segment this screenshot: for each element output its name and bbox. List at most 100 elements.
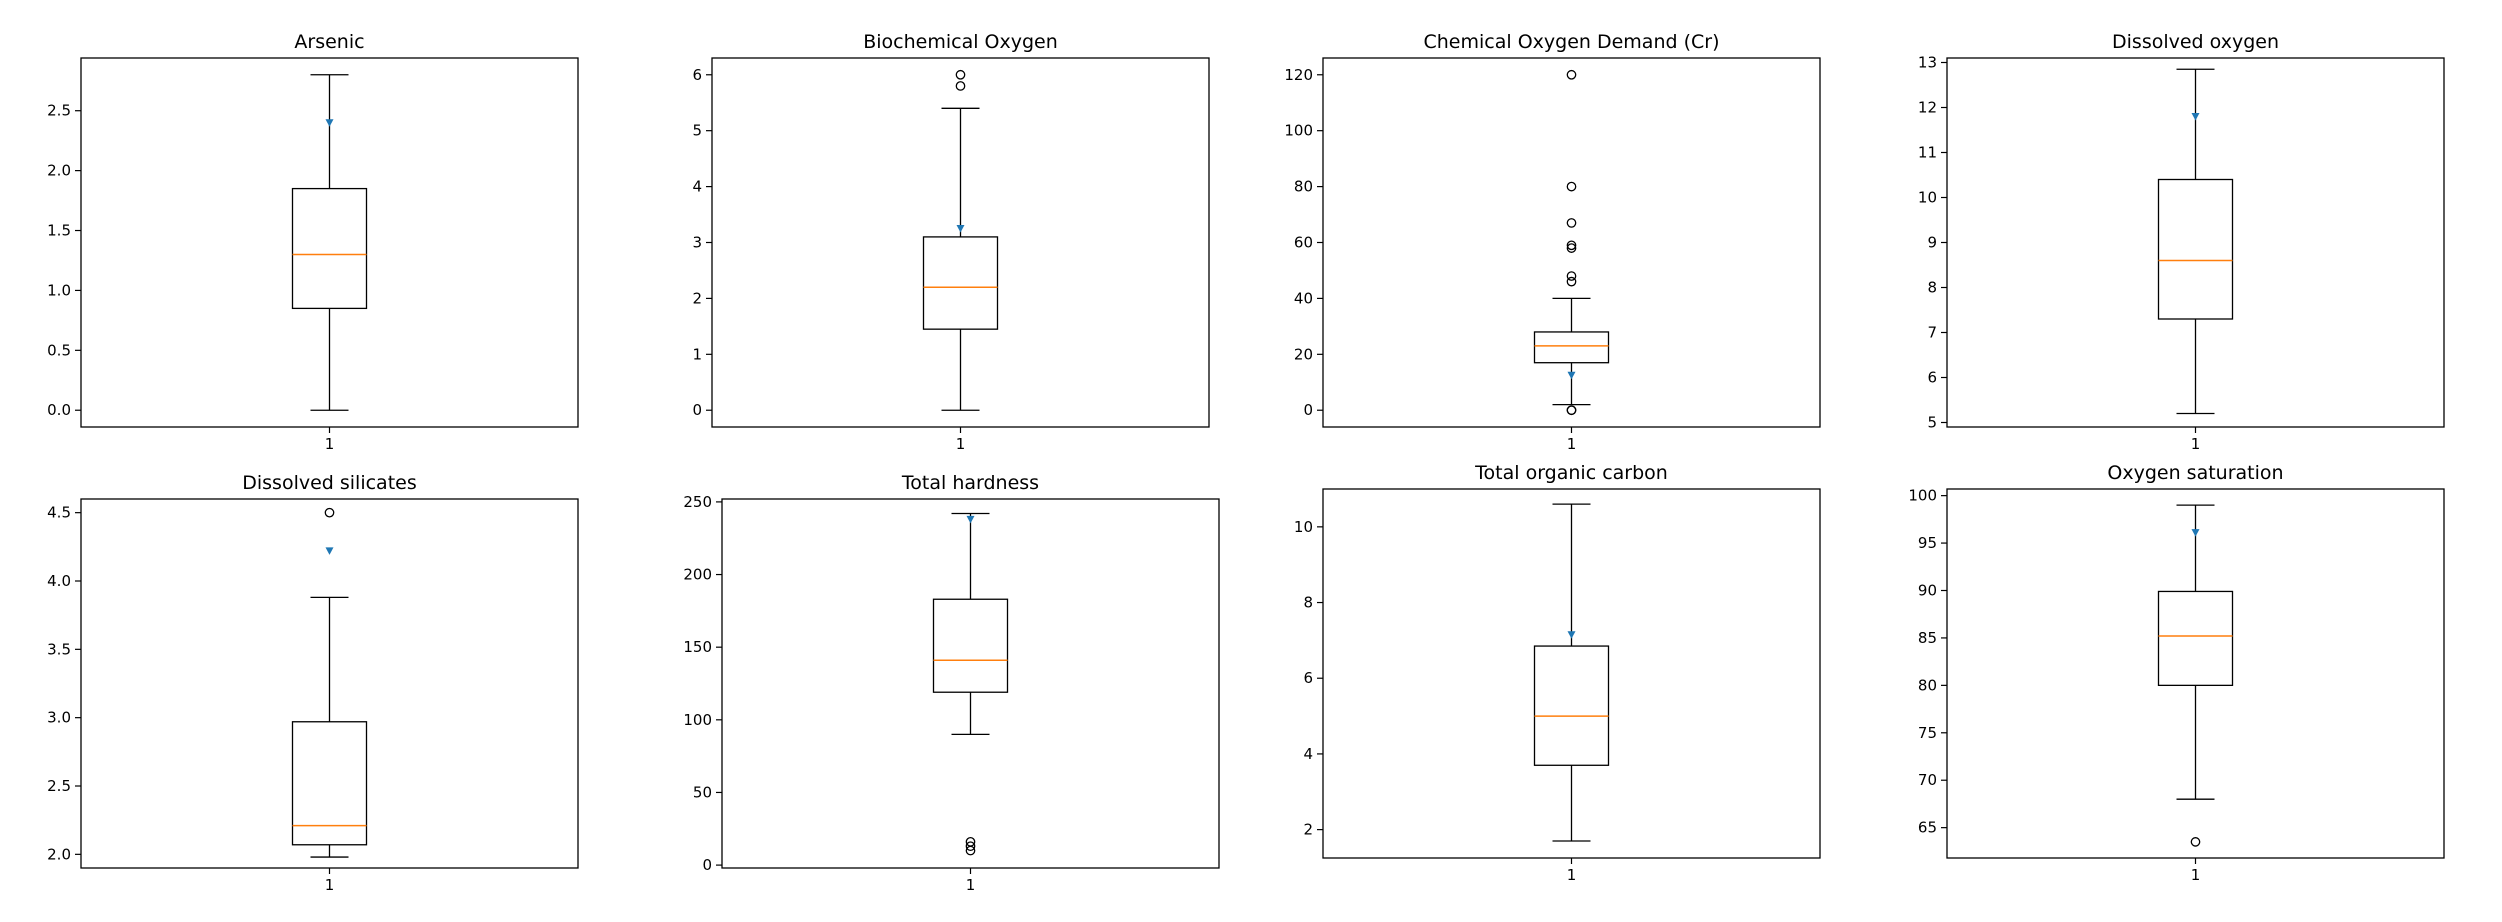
x-tick-label: 1 <box>1567 435 1577 453</box>
x-tick-label: 1 <box>966 876 976 894</box>
y-tick-label: 0.0 <box>47 401 71 419</box>
y-tick-label: 6 <box>692 66 702 84</box>
outlier-point <box>324 507 335 518</box>
y-tick-label: 8 <box>1303 594 1313 612</box>
y-tick-label: 95 <box>1918 534 1937 552</box>
chart-title: Arsenic <box>294 31 364 53</box>
y-tick-label: 0.5 <box>47 341 71 359</box>
mean-marker <box>2191 529 2200 537</box>
mean-marker <box>325 119 334 127</box>
subplot-dissolved-silicates: Dissolved silicates 2.0 2.5 3.0 3.5 4.0 4.5 1 <box>47 472 579 894</box>
y-tick-label: 75 <box>1918 724 1937 742</box>
chart-title: Oxygen saturation <box>2107 462 2283 484</box>
y-tick-label: 2 <box>692 289 702 307</box>
y-tick-label: 3.0 <box>47 709 71 727</box>
outlier-point <box>1566 276 1577 287</box>
y-tick-label: 70 <box>1918 771 1937 789</box>
chart-title: Dissolved oxygen <box>2112 31 2279 53</box>
iqr-box <box>1533 331 1610 364</box>
mean-marker <box>956 225 965 233</box>
y-tick-label: 120 <box>1284 66 1313 84</box>
chart-title: Dissolved silicates <box>242 472 417 494</box>
outlier-point <box>2190 837 2201 847</box>
y-tick-label: 11 <box>1918 144 1937 162</box>
chart-title: Biochemical Oxygen <box>863 31 1058 53</box>
y-tick-label: 100 <box>1284 122 1313 140</box>
y-tick-label: 12 <box>1918 99 1937 117</box>
chart-title: Total organic carbon <box>1474 462 1668 484</box>
y-tick-label: 4 <box>1303 745 1313 763</box>
y-tick-label: 1.5 <box>47 222 71 240</box>
outlier-point <box>955 69 966 80</box>
iqr-box <box>291 721 368 846</box>
x-tick-label: 1 <box>2191 866 2201 884</box>
y-tick-label: 6 <box>1927 369 1937 387</box>
y-tick-label: 0 <box>702 856 712 874</box>
y-tick-label: 0 <box>1303 401 1313 419</box>
x-tick-label: 1 <box>1567 866 1577 884</box>
y-tick-label: 4.5 <box>47 504 71 522</box>
y-tick-label: 20 <box>1294 345 1313 363</box>
mean-marker <box>1567 631 1576 639</box>
subplot-biochemical-oxygen: Biochemical Oxygen 0 1 2 3 4 5 6 1 <box>692 31 1210 453</box>
y-tick-label: 150 <box>683 638 712 656</box>
iqr-box <box>2157 178 2234 320</box>
outlier-point <box>1566 405 1577 416</box>
mean-marker <box>1567 371 1576 380</box>
outlier-point <box>1566 218 1577 228</box>
y-tick-label: 90 <box>1918 581 1937 599</box>
y-tick-label: 9 <box>1927 234 1937 252</box>
y-tick-label: 2.0 <box>47 162 71 180</box>
chart-title: Chemical Oxygen Demand (Cr) <box>1424 31 1720 53</box>
y-tick-label: 5 <box>1927 414 1937 432</box>
y-tick-label: 0 <box>692 401 702 419</box>
mean-marker <box>966 515 975 524</box>
y-tick-label: 80 <box>1294 178 1313 196</box>
outlier-point <box>1566 271 1577 281</box>
y-tick-label: 3 <box>692 234 702 252</box>
outlier-point <box>1566 181 1577 192</box>
y-tick-label: 80 <box>1918 676 1937 694</box>
y-tick-label: 10 <box>1918 189 1937 207</box>
x-tick-label: 1 <box>956 435 966 453</box>
y-tick-label: 3.5 <box>47 640 71 658</box>
subplot-oxygen-saturation: Oxygen saturation 65 70 75 80 85 90 95 100 1 <box>1908 462 2445 884</box>
subplot-arsenic: Arsenic 0.0 0.5 1.0 1.5 2.0 2.5 1 <box>47 31 579 453</box>
iqr-box <box>291 187 368 310</box>
y-tick-label: 1 <box>692 345 702 363</box>
subplot-total-hardness: Total hardness 0 50 100 150 200 250 1 <box>683 472 1220 894</box>
y-tick-label: 7 <box>1927 324 1937 342</box>
y-tick-label: 200 <box>683 566 712 584</box>
subplot-total-organic-carbon: Total organic carbon 2 4 6 8 10 1 <box>1294 462 1821 884</box>
outlier-point <box>1566 69 1577 80</box>
y-tick-label: 60 <box>1294 234 1313 252</box>
x-tick-label: 1 <box>325 876 335 894</box>
subplot-dissolved-oxygen: Dissolved oxygen 5 6 7 8 9 10 11 12 13 1 <box>1918 31 2445 453</box>
y-tick-label: 100 <box>1908 487 1937 505</box>
outlier-point <box>1566 240 1577 251</box>
iqr-box <box>1533 645 1610 766</box>
y-tick-label: 13 <box>1918 54 1937 72</box>
y-tick-label: 65 <box>1918 819 1937 837</box>
y-tick-label: 1.0 <box>47 281 71 299</box>
y-tick-label: 2 <box>1303 821 1313 839</box>
iqr-box <box>2157 590 2234 687</box>
y-tick-label: 2.0 <box>47 845 71 863</box>
iqr-box <box>932 598 1009 693</box>
y-tick-label: 85 <box>1918 629 1937 647</box>
outlier-point <box>955 81 966 91</box>
outlier-point <box>1566 243 1577 253</box>
y-tick-label: 100 <box>683 711 712 729</box>
y-tick-label: 2.5 <box>47 777 71 795</box>
y-tick-label: 4 <box>692 178 702 196</box>
mean-marker <box>2191 113 2200 121</box>
x-tick-label: 1 <box>2191 435 2201 453</box>
y-tick-label: 250 <box>683 493 712 511</box>
outlier-point <box>965 837 976 847</box>
subplot-chemical-oxygen-demand: Chemical Oxygen Demand (Cr) 0 20 40 60 80 100 1… <box>1284 31 1821 453</box>
y-tick-label: 6 <box>1303 669 1313 687</box>
y-tick-label: 5 <box>692 122 702 140</box>
mean-marker <box>325 547 334 555</box>
chart-title: Total hardness <box>901 472 1039 494</box>
